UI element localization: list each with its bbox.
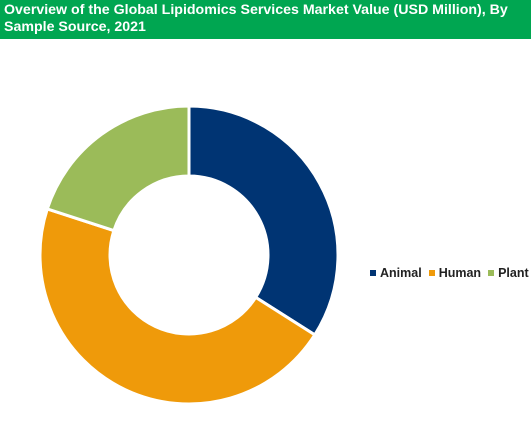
donut-slice-human: [38, 207, 317, 406]
legend-swatch-human: [428, 270, 435, 276]
donut-slice-plant: [45, 104, 191, 233]
chart-title: Overview of the Global Lipidomics Servic…: [4, 2, 508, 35]
legend-swatch-animal: [370, 270, 376, 276]
legend-item-animal: Animal: [370, 266, 422, 280]
legend-label-plant: Plant: [498, 266, 529, 280]
legend-swatch-plant: [488, 270, 495, 276]
donut-chart: [38, 104, 340, 406]
title-bar: Overview of the Global Lipidomics Servic…: [0, 0, 531, 39]
legend-label-animal: Animal: [380, 266, 422, 280]
donut-slice-animal: [187, 104, 340, 337]
legend-label-human: Human: [438, 266, 482, 280]
chart-legend: Animal Human Plant: [370, 266, 531, 280]
legend-item-human: Human: [428, 266, 482, 280]
legend-item-plant: Plant: [488, 266, 529, 280]
donut-slices: [38, 104, 340, 406]
